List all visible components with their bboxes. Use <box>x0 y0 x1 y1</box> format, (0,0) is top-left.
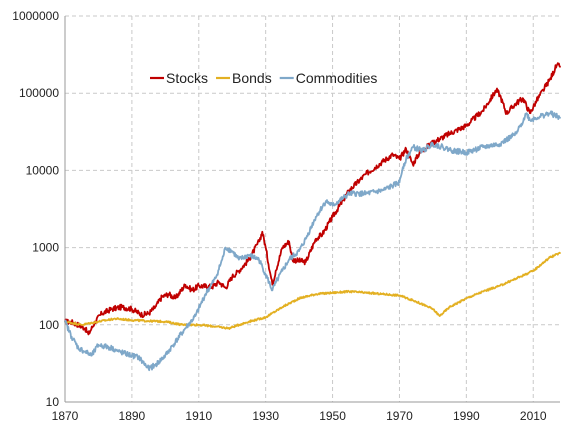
y-tick-label: 10000 <box>26 163 60 177</box>
y-tick-label: 100000 <box>19 86 59 100</box>
x-tick-label: 1870 <box>52 409 79 423</box>
y-tick-labels: 10 100 1000 10000 100000 1000000 <box>12 9 59 409</box>
y-tick-label: 10 <box>46 395 60 409</box>
legend-label-commodities: Commodities <box>296 70 378 86</box>
x-tick-label: 1990 <box>453 409 480 423</box>
x-tick-label: 1910 <box>185 409 212 423</box>
legend-label-bonds: Bonds <box>232 70 272 86</box>
series-line-stocks <box>64 62 561 336</box>
legend-label-stocks: Stocks <box>166 70 208 86</box>
legend: Stocks Bonds Commodities <box>150 70 377 86</box>
x-tick-label: 1950 <box>319 409 346 423</box>
x-tick-label: 1970 <box>386 409 413 423</box>
y-tick-label: 1000 <box>32 241 59 255</box>
series-lines <box>64 62 561 372</box>
series-line-bonds <box>64 251 561 330</box>
x-tick-label: 2010 <box>520 409 547 423</box>
series-line-commodities <box>64 110 561 372</box>
x-tick-label: 1930 <box>252 409 279 423</box>
y-tick-label: 1000000 <box>12 9 59 23</box>
x-tick-labels: 1870 1890 1910 1930 1950 1970 1990 2010 <box>52 409 547 423</box>
axes <box>64 16 560 403</box>
y-tick-label: 100 <box>39 318 59 332</box>
x-tick-label: 1890 <box>119 409 146 423</box>
